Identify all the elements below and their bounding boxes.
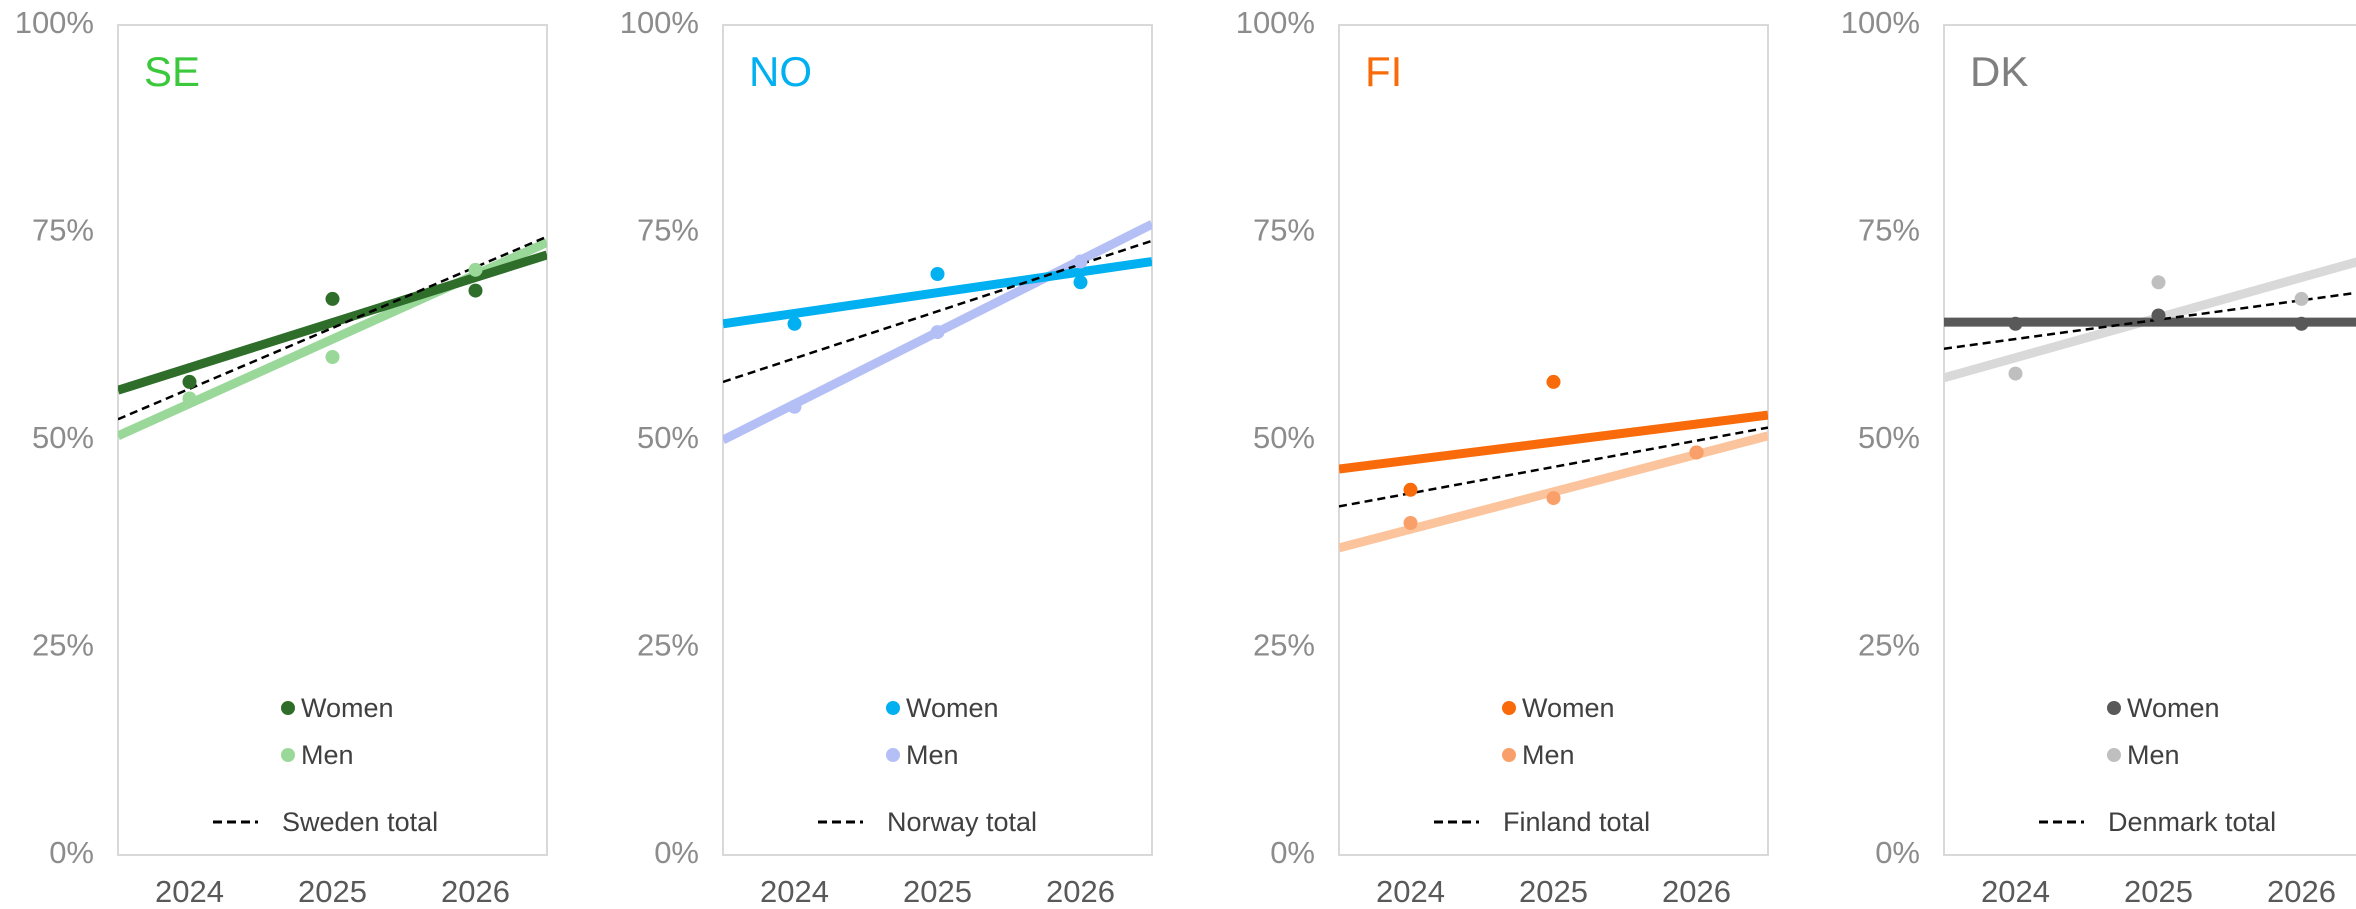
data-point	[2151, 275, 2166, 290]
x-tick-label: 2025	[903, 874, 972, 909]
legend-label: Men	[301, 740, 354, 770]
data-point	[1546, 491, 1561, 506]
data-point	[930, 325, 945, 340]
data-point	[2294, 316, 2309, 331]
legend-label: Women	[2127, 693, 2220, 723]
x-tick-label: 2026	[1662, 874, 1731, 909]
data-point	[1689, 445, 1704, 460]
y-tick-label: 25%	[32, 628, 94, 663]
data-point	[468, 262, 483, 277]
trend-line	[1944, 291, 2356, 350]
data-point	[468, 283, 483, 298]
trend-line	[118, 235, 547, 421]
x-tick-label: 2024	[1981, 874, 2050, 909]
legend-label: Norway total	[887, 807, 1037, 837]
data-point	[787, 316, 802, 331]
data-point	[1403, 516, 1418, 530]
legend-label: Men	[2127, 740, 2180, 770]
legend-marker	[1502, 701, 1516, 715]
y-tick-label: 50%	[1858, 420, 1920, 455]
legend-label: Sweden total	[282, 807, 438, 837]
y-tick-label: 75%	[1253, 213, 1315, 248]
legend-marker	[281, 701, 295, 715]
legend-label: Women	[1522, 693, 1615, 723]
data-point	[1546, 374, 1561, 389]
data-point	[2008, 366, 2023, 381]
y-tick-label: 25%	[1253, 628, 1315, 663]
panel: 0% 25% 50% 75% 100% 2024 2025 2026 DK Women Men Den…	[1841, 5, 2356, 909]
legend-marker	[281, 748, 295, 762]
data-point	[930, 267, 945, 281]
x-tick-label: 2025	[298, 874, 367, 909]
trend-line	[118, 250, 547, 395]
legend-label: Men	[1522, 740, 1575, 770]
x-tick-label: 2026	[1046, 874, 1115, 909]
x-tick-label: 2025	[1519, 874, 1588, 909]
y-tick-label: 75%	[1858, 213, 1920, 248]
plot-frame	[722, 24, 1153, 856]
y-tick-label: 0%	[654, 835, 699, 870]
data-point	[1073, 275, 1088, 290]
y-tick-label: 0%	[49, 835, 94, 870]
y-tick-label: 50%	[637, 420, 699, 455]
data-point	[1403, 482, 1418, 497]
x-tick-label: 2024	[760, 874, 829, 909]
y-tick-label: 0%	[1875, 835, 1920, 870]
data-point	[325, 350, 340, 364]
y-tick-label: 100%	[15, 5, 94, 40]
data-point	[2294, 291, 2309, 306]
trend-line	[1339, 410, 1768, 474]
legend-marker	[886, 701, 900, 715]
legend-marker	[2107, 748, 2121, 762]
data-point	[2151, 308, 2166, 323]
x-tick-label: 2025	[2124, 874, 2193, 909]
legend-marker	[2107, 701, 2121, 715]
data-point	[182, 391, 197, 406]
trend-line	[1944, 257, 2356, 383]
panel: 0% 25% 50% 75% 100% 2024 2025 2026 FI Women Men Fin…	[1236, 5, 1769, 909]
panel: 0% 25% 50% 75% 100% 2024 2025 2026 NO Women Men Nor…	[620, 5, 1153, 909]
legend-label: Men	[906, 740, 959, 770]
legend-marker	[886, 748, 900, 762]
plot-area	[1339, 374, 1768, 553]
legend-marker	[1502, 748, 1516, 762]
panel-title: SE	[144, 48, 200, 95]
x-tick-label: 2026	[2267, 874, 2336, 909]
legend-label: Women	[906, 693, 999, 723]
y-tick-label: 100%	[620, 5, 699, 40]
legend-label: Finland total	[1503, 807, 1650, 837]
data-point	[182, 374, 197, 389]
y-tick-label: 75%	[637, 213, 699, 248]
plot-area	[723, 220, 1152, 445]
y-tick-label: 25%	[637, 628, 699, 663]
trend-line	[723, 257, 1152, 329]
panel: 0% 25% 50% 75% 100% 2024 2025 2026 SE Women Men Swe…	[15, 5, 548, 909]
panel-title: DK	[1970, 48, 2028, 95]
legend-label: Women	[301, 693, 394, 723]
plot-frame	[117, 24, 548, 856]
plot-area	[118, 235, 547, 440]
y-tick-label: 50%	[32, 420, 94, 455]
x-tick-label: 2026	[441, 874, 510, 909]
legend-label: Denmark total	[2108, 807, 2276, 837]
x-tick-label: 2024	[155, 874, 224, 909]
data-point	[787, 399, 802, 414]
panel-title: NO	[749, 48, 812, 95]
y-tick-label: 25%	[1858, 628, 1920, 663]
data-point	[1073, 254, 1088, 269]
plot-frame	[1943, 24, 2356, 856]
y-tick-label: 0%	[1270, 835, 1315, 870]
y-tick-label: 75%	[32, 213, 94, 248]
y-tick-label: 100%	[1841, 5, 1920, 40]
y-tick-label: 50%	[1253, 420, 1315, 455]
panel-title: FI	[1365, 48, 1402, 95]
data-point	[325, 291, 340, 306]
trend-line	[723, 239, 1152, 384]
y-tick-label: 100%	[1236, 5, 1315, 40]
data-point	[2008, 316, 2023, 331]
x-tick-label: 2024	[1376, 874, 1445, 909]
plot-area	[1944, 257, 2356, 383]
